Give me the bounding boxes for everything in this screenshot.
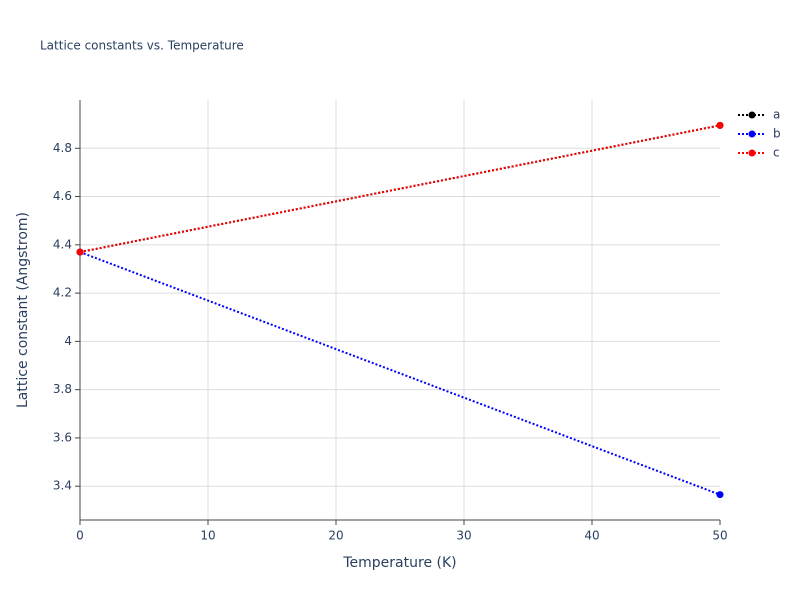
y-axis-label: Lattice constant (Angstrom) [15, 212, 31, 408]
data-point [76, 248, 84, 256]
x-axis-label: Temperature (K) [342, 555, 456, 571]
data-point [716, 491, 724, 499]
series-line [79, 124, 721, 254]
legend-marker [748, 149, 756, 157]
chart-title: Lattice constants vs. Temperature [40, 39, 244, 53]
x-tick-label: 40 [584, 529, 599, 543]
x-tick-label: 50 [712, 529, 727, 543]
legend-label: c [773, 146, 780, 160]
x-tick-label: 20 [328, 529, 343, 543]
x-tick-label: 10 [200, 529, 215, 543]
y-tick-label: 3.8 [53, 382, 72, 396]
legend-label: a [773, 108, 780, 122]
y-tick-label: 4.6 [53, 189, 72, 203]
legend-marker [748, 130, 756, 138]
y-tick-label: 4.8 [53, 141, 72, 155]
y-tick-label: 4.2 [53, 286, 72, 300]
legend-marker [748, 111, 756, 119]
legend-label: b [773, 127, 781, 141]
y-tick-label: 3.6 [53, 430, 72, 444]
y-tick-label: 4.4 [53, 237, 72, 251]
series-line [79, 251, 721, 496]
data-point [716, 121, 724, 129]
x-tick-label: 0 [76, 529, 84, 543]
y-tick-label: 3.4 [53, 479, 72, 493]
x-tick-label: 30 [456, 529, 471, 543]
y-tick-label: 4 [64, 334, 72, 348]
